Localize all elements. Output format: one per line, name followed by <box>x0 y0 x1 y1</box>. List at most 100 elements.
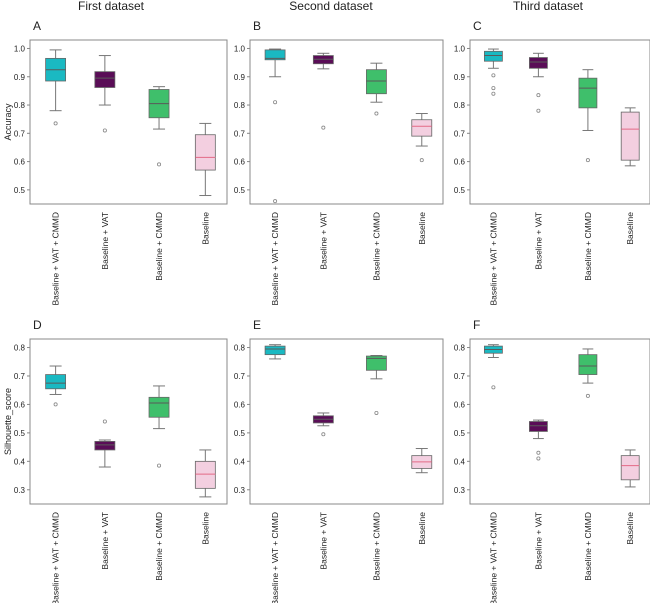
y-tick-label: 0.3 <box>454 486 466 495</box>
category-label-baseline-cmmd: Baseline + CMMD <box>154 512 164 581</box>
y-tick-label: 0.6 <box>454 158 466 167</box>
box-baseline <box>620 111 640 161</box>
outlier-baseline-vat <box>321 432 326 437</box>
y-tick-label: 0.6 <box>14 158 26 167</box>
box-baseline-vat-cmmd <box>264 49 286 61</box>
outlier-baseline-vat-cmmd <box>491 86 496 91</box>
y-tick-label: 0.4 <box>14 457 26 466</box>
outlier-baseline-cmmd <box>157 463 162 468</box>
category-label-baseline-cmmd: Baseline + CMMD <box>371 212 381 281</box>
panel-d: D Silhouette_score 0.3 0.4 0.5 0.6 0.7 0.8 Basel… <box>3 318 228 603</box>
y-tick-label: 1.0 <box>454 44 466 53</box>
plot-frame <box>249 338 444 505</box>
y-tick-label: 0.9 <box>454 73 466 82</box>
category-label-baseline-vat-cmmd: Baseline + VAT + CMMD <box>270 212 280 306</box>
plot-frame <box>249 39 444 205</box>
outlier-baseline-cmmd <box>374 410 379 415</box>
y-tick-label: 0.8 <box>234 101 246 110</box>
y-tick-label: 0.7 <box>454 372 466 381</box>
box-baseline-cmmd <box>366 355 387 371</box>
y-axis-label: Silhouette_score <box>3 388 13 455</box>
outlier-baseline-vat-cmmd <box>491 73 496 78</box>
category-label-baseline-vat-cmmd: Baseline + VAT + CMMD <box>488 512 498 603</box>
category-label-baseline: Baseline <box>625 512 635 545</box>
column-title-first: First dataset <box>78 0 145 13</box>
y-tick-label: 0.9 <box>234 73 246 82</box>
panel-letter: F <box>473 318 480 332</box>
panel-c: C 0.5 0.6 0.7 0.8 0.9 1.0 Baseline + VAT + CMMD… <box>454 19 650 306</box>
panel-letter: E <box>253 318 261 332</box>
y-tick-label: 0.3 <box>14 486 26 495</box>
y-tick-label: 0.6 <box>234 158 246 167</box>
box-baseline <box>194 134 216 171</box>
y-tick-label: 0.7 <box>234 129 246 138</box>
panel-letter: C <box>473 19 482 33</box>
category-label-baseline-cmmd: Baseline + CMMD <box>583 212 593 281</box>
y-tick-label: 0.5 <box>14 186 26 195</box>
outlier-baseline <box>419 158 424 163</box>
category-label-baseline-vat: Baseline + VAT <box>100 212 110 270</box>
outlier-baseline-cmmd <box>374 111 379 116</box>
column-title-second: Second dataset <box>289 0 373 13</box>
y-tick-label: 0.5 <box>454 429 466 438</box>
outlier-baseline-vat-cmmd <box>491 91 496 96</box>
y-tick-label: 0.7 <box>14 372 26 381</box>
category-label-baseline-vat: Baseline + VAT <box>100 512 110 570</box>
category-label-baseline-vat: Baseline + VAT <box>533 512 543 570</box>
y-tick-label: 0.3 <box>234 486 246 495</box>
outlier-baseline-cmmd <box>585 393 590 398</box>
panel-f: F 0.3 0.4 0.5 0.6 0.7 0.8 Baseline + VAT + CMMD… <box>454 318 650 603</box>
panel-a: A Accuracy 0.5 0.6 0.7 0.8 0.9 1.0 Baseline + VA… <box>3 19 228 306</box>
y-tick-label: 0.6 <box>14 400 26 409</box>
y-tick-label: 1.0 <box>234 44 246 53</box>
box-baseline-vat <box>94 71 116 88</box>
y-tick-label: 0.4 <box>454 457 466 466</box>
panel-letter: D <box>33 318 42 332</box>
outlier-baseline-vat-cmmd <box>273 100 278 105</box>
category-label-baseline: Baseline <box>417 512 427 545</box>
box-baseline-cmmd <box>366 69 387 95</box>
plot-frame <box>469 39 650 205</box>
box-baseline <box>411 119 433 137</box>
panel-b: B 0.5 0.6 0.7 0.8 0.9 1.0 Baseline + VAT + CMMD… <box>234 19 444 306</box>
y-tick-label: 0.6 <box>454 400 466 409</box>
category-label-baseline-vat: Baseline + VAT <box>318 212 328 270</box>
category-label-baseline-vat-cmmd: Baseline + VAT + CMMD <box>51 512 61 603</box>
outlier-baseline-cmmd <box>157 162 162 167</box>
column-title-third: Third dataset <box>513 0 584 13</box>
box-baseline-vat <box>529 421 548 432</box>
category-label-baseline-cmmd: Baseline + CMMD <box>583 512 593 581</box>
outlier-baseline-vat <box>536 456 541 461</box>
y-tick-label: 0.4 <box>234 457 246 466</box>
box-baseline-cmmd <box>578 354 598 375</box>
outlier-baseline-vat-cmmd <box>53 121 58 126</box>
box-baseline-cmmd <box>148 396 170 418</box>
category-label-baseline-cmmd: Baseline + CMMD <box>371 512 381 581</box>
outlier-baseline-cmmd <box>585 158 590 163</box>
outlier-baseline-vat <box>536 108 541 113</box>
box-baseline-cmmd <box>578 77 598 109</box>
y-tick-label: 0.7 <box>454 129 466 138</box>
plot-frame <box>29 338 228 505</box>
box-baseline-vat <box>529 57 548 69</box>
y-tick-label: 0.9 <box>14 73 26 82</box>
box-baseline-vat-cmmd <box>45 374 67 390</box>
category-label-baseline-vat: Baseline + VAT <box>318 512 328 570</box>
box-baseline-vat-cmmd <box>264 345 286 356</box>
outlier-baseline-vat-cmmd <box>53 402 58 407</box>
y-tick-label: 0.5 <box>234 429 246 438</box>
category-label-baseline: Baseline <box>417 212 427 245</box>
category-label-baseline-cmmd: Baseline + CMMD <box>154 212 164 281</box>
category-label-baseline-vat-cmmd: Baseline + VAT + CMMD <box>488 212 498 306</box>
category-label-baseline-vat-cmmd: Baseline + VAT + CMMD <box>270 512 280 603</box>
y-axis-label: Accuracy <box>3 103 13 141</box>
y-tick-label: 0.5 <box>234 186 246 195</box>
box-baseline <box>620 455 640 481</box>
y-tick-label: 0.8 <box>14 101 26 110</box>
panel-e: E 0.3 0.4 0.5 0.6 0.7 0.8 Baseline + VAT + CMMD… <box>234 318 444 603</box>
y-tick-label: 0.8 <box>454 344 466 353</box>
category-label-baseline-vat-cmmd: Baseline + VAT + CMMD <box>51 212 61 306</box>
y-tick-label: 0.8 <box>454 101 466 110</box>
outlier-baseline-vat-cmmd <box>273 199 278 204</box>
